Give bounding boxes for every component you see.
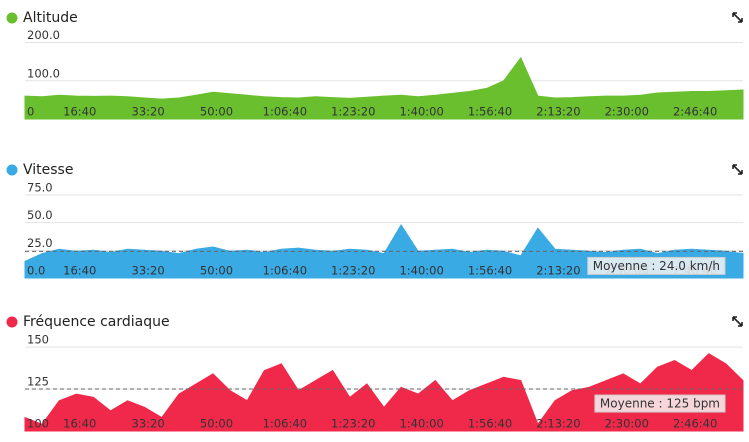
x-tick-label: 1:40:00 (399, 264, 443, 278)
y-tick-label: 0.0 (27, 264, 45, 278)
x-tick-label: 1:56:40 (468, 105, 512, 119)
average-label-box (594, 394, 726, 413)
x-tick-label: 1:23:20 (331, 105, 375, 119)
y-tick-label: 50.0 (27, 208, 53, 222)
legend-dot (6, 164, 18, 176)
x-tick-label: 16:40 (63, 264, 96, 278)
area (24, 223, 744, 279)
legend-dot (6, 316, 18, 328)
y-tick-label: 125 (27, 375, 49, 389)
x-tick-label: 16:40 (63, 105, 96, 119)
x-tick-label: 2:13:20 (536, 105, 580, 119)
expand-icon[interactable] (732, 164, 743, 175)
x-tick-label: 1:06:40 (263, 417, 307, 431)
chart-title: Fréquence cardiaque (23, 314, 170, 330)
x-tick-label: 1:23:20 (331, 264, 375, 278)
x-tick-label: 33:20 (132, 264, 165, 278)
expand-glyph[interactable] (732, 316, 743, 327)
expand-icon[interactable] (732, 12, 743, 23)
x-tick-label: 50:00 (200, 417, 233, 431)
x-tick-label: 33:20 (132, 105, 165, 119)
x-tick-label: 1:56:40 (468, 417, 512, 431)
y-tick-label: 200.0 (27, 28, 60, 42)
expand-glyph[interactable] (732, 12, 743, 23)
x-tick-label: 33:20 (132, 417, 165, 431)
chart-panel: Vitesse 0.0 25.0 50.0 75.0 16:40 33:20 50:00 1:0… (6, 162, 744, 279)
y-tick-label: 0 (27, 105, 34, 119)
y-tick-label: 100 (27, 417, 49, 431)
x-tick-label: 1:40:00 (399, 417, 443, 431)
x-tick-label: 1:06:40 (263, 264, 307, 278)
y-tick-label: 100.0 (27, 66, 60, 80)
area (24, 56, 744, 120)
legend-dot (6, 12, 18, 24)
x-tick-label: 2:30:00 (605, 105, 649, 119)
expand-icon[interactable] (732, 316, 743, 327)
chart-panel: Fréquence cardiaque 100 125 150 16:40 33:20 50… (6, 314, 744, 432)
chart-title: Vitesse (23, 162, 73, 178)
y-tick-label: 25.0 (27, 236, 53, 250)
y-tick-label: 150 (27, 333, 49, 347)
chart-panel: Altitude 0 100.0 200.0 16:40 33:20 50:00 1:06:4… (6, 10, 744, 120)
x-tick-label: 16:40 (63, 417, 96, 431)
average-label-box (587, 256, 726, 275)
x-tick-label: 1:06:40 (263, 105, 307, 119)
average-label: Moyenne : 125 bpm (600, 397, 720, 411)
expand-glyph[interactable] (732, 164, 743, 175)
x-tick-label: 1:56:40 (468, 264, 512, 278)
y-tick-label: 75.0 (27, 180, 53, 194)
x-tick-label: 2:46:40 (673, 105, 717, 119)
x-tick-label: 2:13:20 (536, 417, 580, 431)
x-tick-label: 50:00 (200, 105, 233, 119)
chart-title: Altitude (23, 10, 78, 26)
area (24, 353, 744, 432)
x-tick-label: 1:40:00 (399, 105, 443, 119)
x-tick-label: 2:46:40 (673, 417, 717, 431)
x-tick-label: 1:23:20 (331, 417, 375, 431)
x-tick-label: 2:30:00 (605, 417, 649, 431)
x-tick-label: 50:00 (200, 264, 233, 278)
average-label: Moyenne : 24.0 km/h (593, 259, 720, 273)
x-tick-label: 2:13:20 (536, 264, 580, 278)
